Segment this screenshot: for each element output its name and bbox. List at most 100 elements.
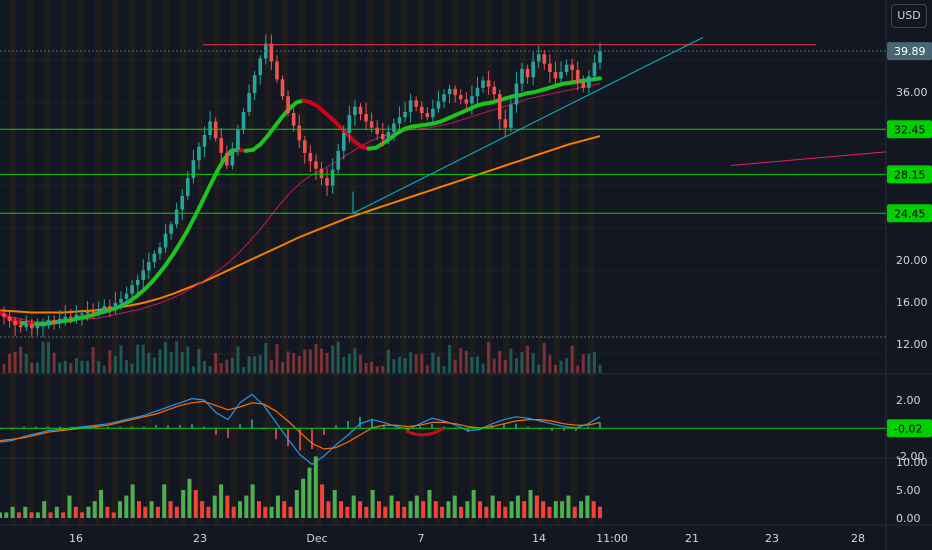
oscillator-bar	[294, 490, 299, 518]
time-tick-label: 23	[765, 532, 779, 545]
session-band	[452, 0, 458, 525]
candle-body	[341, 132, 346, 151]
volume-bar	[247, 356, 251, 373]
volume-bar	[158, 349, 162, 373]
candle-body	[108, 306, 112, 309]
volume-bar	[69, 363, 73, 373]
candle-body	[319, 168, 324, 179]
oscillator-bar	[23, 506, 28, 518]
session-band	[95, 0, 101, 525]
oscillator-bar	[547, 506, 552, 518]
candle-body	[336, 150, 341, 170]
oscillator-bar	[364, 506, 369, 518]
session-band	[44, 0, 50, 525]
candle-body	[453, 88, 457, 96]
volume-bar	[186, 346, 190, 373]
oscillator-bar	[174, 506, 179, 518]
volume-bar	[331, 345, 335, 373]
volume-bar	[191, 366, 195, 373]
volume-bar	[197, 348, 201, 373]
oscillator-bar	[395, 501, 400, 518]
oscillator-bar	[4, 512, 9, 518]
macd-histogram-bar	[563, 428, 565, 431]
session-band	[180, 0, 186, 525]
volume-bar	[303, 349, 307, 373]
candle-body	[280, 79, 285, 97]
macd-histogram-bar	[227, 428, 229, 438]
macd-histogram-bar	[239, 423, 241, 428]
candle-body	[130, 285, 134, 294]
volume-bar	[492, 358, 496, 373]
volume-bar	[436, 356, 440, 373]
time-axis[interactable]: 16 23 Dec 7 14 11:00 21 23 28	[69, 532, 865, 545]
oscillator-bar	[111, 512, 116, 518]
volume-bar	[308, 349, 312, 373]
time-tick-label: 21	[685, 532, 699, 545]
session-band	[401, 0, 407, 525]
volume-bar	[264, 342, 268, 373]
last-price-label: 39.89	[894, 45, 926, 58]
volume-bar	[169, 351, 173, 373]
volume-bar	[275, 344, 279, 373]
macd-histogram-bar	[419, 426, 421, 428]
oscillator-bar	[143, 506, 148, 518]
volume-bar	[581, 354, 585, 373]
volume-bar	[487, 341, 491, 373]
candle-body	[46, 319, 51, 322]
currency-selector[interactable]: USD	[891, 4, 927, 28]
volume-bar	[292, 352, 296, 373]
oscillator-bar	[414, 495, 419, 518]
candle-body	[375, 127, 379, 134]
volume-bar	[180, 351, 184, 373]
volume-bar	[86, 360, 90, 373]
oscillator-bar	[591, 501, 596, 518]
candle-body	[119, 298, 123, 304]
candle-body	[408, 100, 413, 112]
macd-tick-label: 2.00	[896, 394, 921, 407]
candle-body	[208, 121, 212, 136]
volume-bar	[236, 346, 240, 373]
volume-bar	[509, 348, 513, 373]
session-band	[214, 0, 220, 525]
oscillator-bar	[67, 495, 72, 518]
time-tick-label: 11:00	[596, 532, 628, 545]
drawing-tools[interactable]	[0, 36, 887, 338]
candle-body	[213, 121, 218, 139]
macd-histogram-bar	[575, 428, 577, 431]
candle-body	[330, 169, 335, 186]
candle-body	[124, 293, 129, 299]
volume-bar	[47, 342, 51, 373]
oscillator-bar	[29, 512, 34, 518]
last-price-label-bg	[887, 42, 932, 61]
session-band	[503, 0, 509, 525]
volume-bar	[225, 359, 229, 373]
candle-body	[41, 321, 45, 327]
oscillator-bar	[553, 501, 558, 518]
oscillator-bar	[263, 506, 268, 518]
macd-histogram-bar	[335, 425, 337, 428]
volume-bar	[542, 343, 546, 373]
volume-bar	[164, 342, 168, 373]
volume-bar	[147, 352, 151, 373]
session-band	[265, 0, 271, 525]
oscillator-bar	[402, 506, 407, 518]
volume-bar	[336, 341, 340, 373]
volume-bar	[414, 354, 418, 373]
volume-bar	[214, 353, 218, 373]
candle-body	[141, 270, 146, 280]
volume-bar	[108, 350, 112, 373]
volume-bar	[481, 363, 485, 373]
session-band	[299, 0, 305, 525]
oscillator-bar	[149, 501, 154, 518]
candle-body	[275, 61, 279, 80]
macd-histogram-bar	[371, 419, 373, 428]
candle-body	[464, 99, 469, 104]
oscillator-bar	[585, 495, 590, 518]
candle-body	[386, 131, 391, 140]
trend-ribbon-segment	[214, 157, 227, 174]
oscillator-bar	[136, 501, 141, 518]
oscillator-bar	[496, 501, 501, 518]
candle-body	[180, 195, 185, 210]
